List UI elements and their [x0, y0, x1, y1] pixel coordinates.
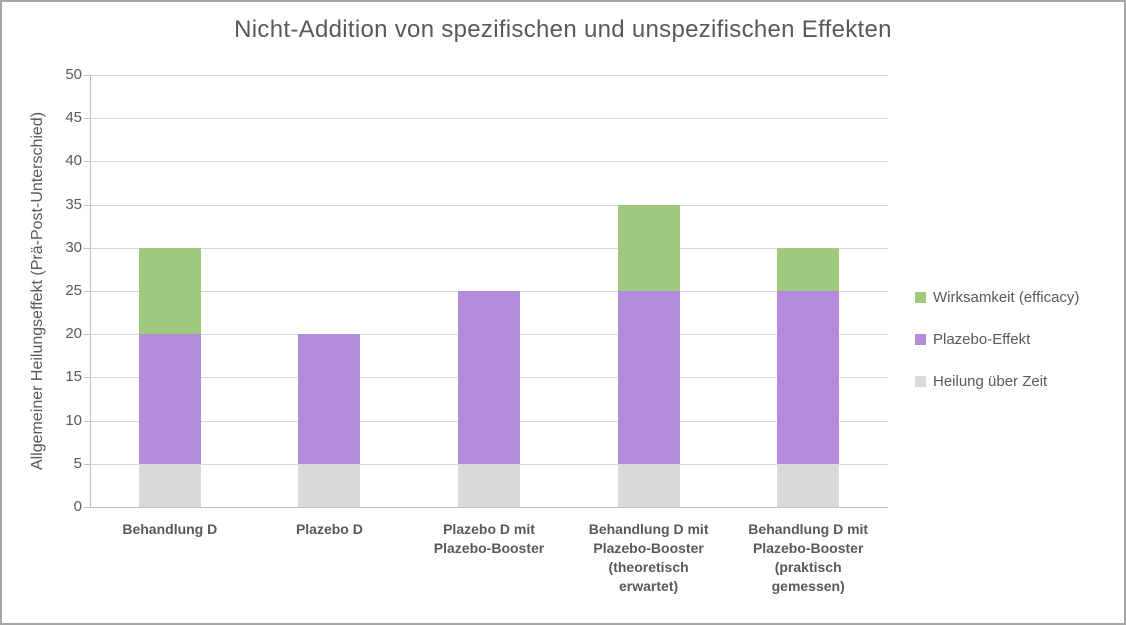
bar-segment [138, 334, 201, 464]
bar-segment [458, 463, 520, 507]
bar-segment [777, 463, 840, 507]
bar-segment [138, 247, 201, 335]
y-tick-label: 10 [65, 411, 82, 429]
y-tick-mark [84, 75, 90, 76]
gridline [90, 204, 888, 206]
bar-segment [617, 463, 680, 507]
legend: Wirksamkeit (efficacy) Plazebo-Effekt Heil… [915, 287, 1079, 391]
legend-item: Plazebo-Effekt [915, 329, 1079, 349]
y-tick-label: 30 [65, 238, 82, 256]
y-tick-mark [84, 334, 90, 336]
y-tick-label: 45 [65, 109, 82, 127]
gridline [90, 161, 888, 163]
category-label: Plazebo D [295, 521, 363, 537]
bar-segment [617, 204, 680, 291]
y-tick-mark [84, 247, 90, 249]
bar-segment [298, 334, 361, 464]
legend-swatch [915, 333, 926, 345]
y-tick-label: 5 [73, 454, 82, 472]
y-tick-label: 15 [65, 368, 82, 386]
y-tick-label: 0 [73, 498, 82, 515]
y-tick-mark [84, 118, 90, 120]
y-tick-mark [84, 463, 90, 465]
y-axis-line [90, 75, 91, 508]
gridline [90, 247, 888, 249]
y-tick-label: 50 [65, 66, 82, 83]
legend-label: Plazebo-Effekt [933, 330, 1031, 348]
category-label: Plazebo D mit Plazebo-Booster [433, 521, 545, 556]
y-tick-label: 20 [65, 325, 82, 343]
y-tick-label: 35 [65, 195, 82, 213]
category-label: Behandlung D mit Plazebo-Booster (theore… [588, 521, 709, 594]
legend-item: Heilung über Zeit [915, 371, 1079, 391]
category-label: Behandlung D [122, 521, 218, 537]
legend-item: Wirksamkeit (efficacy) [915, 287, 1079, 307]
y-tick-mark [84, 377, 90, 379]
y-tick-mark [84, 507, 90, 508]
legend-swatch [915, 375, 926, 387]
y-tick-mark [84, 161, 90, 163]
chart-title: Nicht-Addition von spezifischen und unsp… [234, 16, 892, 43]
bar-segment [617, 291, 680, 464]
bar-segment [138, 463, 201, 507]
x-axis-line [90, 507, 888, 508]
legend-label: Heilung über Zeit [933, 372, 1048, 390]
y-tick-mark [84, 420, 90, 422]
category-label: Behandlung D mit Plazebo-Booster (prakti… [748, 521, 869, 594]
bar-segment [777, 291, 840, 464]
gridline [90, 75, 888, 76]
y-tick-mark [84, 291, 90, 292]
y-tick-label: 25 [65, 282, 82, 299]
legend-swatch [915, 291, 926, 303]
bar-segment [298, 463, 361, 507]
y-tick-label: 40 [65, 152, 82, 170]
bar-segment [777, 247, 840, 291]
y-tick-mark [84, 204, 90, 206]
legend-label: Wirksamkeit (efficacy) [933, 288, 1080, 306]
bar-segment [458, 291, 520, 464]
gridline [90, 118, 888, 120]
